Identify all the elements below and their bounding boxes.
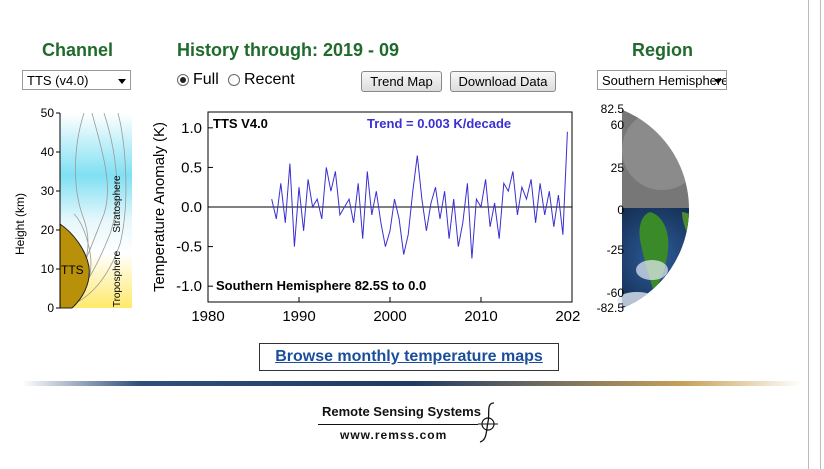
weighting-function-panel: 50 40 30 20 10 0 Height (km) TTS Stratosphere… — [14, 106, 132, 315]
y-axis-label: Temperature Anomaly (K) — [151, 122, 168, 292]
latitude-tick-label: -25 — [607, 243, 625, 257]
latitude-tick-label: 25 — [611, 161, 625, 175]
height-tick-label: 40 — [41, 145, 55, 159]
height-tick-label: 50 — [41, 106, 55, 120]
region-select[interactable]: Southern Hemisphere — [597, 70, 727, 90]
channel-select-value: TTS (v4.0) — [27, 73, 89, 88]
height-tick-label: 30 — [41, 184, 55, 198]
y-tick-label: 0.0 — [181, 199, 202, 216]
x-tick-label: 2000 — [373, 308, 406, 325]
stratosphere-label: Stratosphere — [112, 175, 123, 233]
latitude-tick-label: -60 — [607, 286, 625, 300]
height-tick-label: 20 — [41, 223, 55, 237]
chart-title: TTS V4.0 — [213, 116, 268, 131]
region-globe: 82.5 60 25 0 -25 -60-82.5 — [597, 102, 689, 312]
y-tick-label: -0.5 — [176, 239, 202, 256]
x-tick-label: 2010 — [464, 308, 497, 325]
channel-header: Channel — [42, 40, 114, 60]
radio-full[interactable]: Full — [177, 71, 219, 89]
radio-recent-indicator — [228, 74, 240, 86]
x-tick-label: 1980 — [191, 308, 224, 325]
height-axis-label: Height (km) — [14, 193, 27, 255]
radio-recent-label: Recent — [244, 71, 295, 88]
latitude-tick-label: 82.5 — [601, 102, 625, 116]
region-select-value: Southern Hemisphere — [602, 73, 727, 88]
y-tick-label: -1.0 — [176, 278, 202, 295]
anomaly-series-line — [271, 131, 568, 259]
trend-map-button[interactable]: Trend Map — [361, 71, 442, 92]
radio-recent[interactable]: Recent — [228, 71, 295, 89]
radio-full-label: Full — [193, 71, 219, 88]
region-header: Region — [632, 40, 693, 60]
latitude-tick-label: 60 — [611, 118, 625, 132]
trend-annotation: Trend = 0.003 K/decade — [367, 116, 511, 131]
remss-logo[interactable]: Remote Sensing Systems www.remss.com — [318, 402, 503, 450]
troposphere-label: Troposphere — [112, 250, 123, 307]
latitude-tick-label: -82.5 — [597, 301, 625, 312]
x-tick-label: 1990 — [282, 308, 315, 325]
download-data-button[interactable]: Download Data — [450, 71, 556, 92]
window-border — [808, 0, 809, 469]
temperature-anomaly-chart: 1980 1990 2000 2010 2020 1.0 0.5 0.0 -0.5 -1.0 T… — [151, 111, 580, 325]
y-tick-label: 0.5 — [181, 159, 202, 176]
chevron-down-icon — [118, 79, 126, 84]
channel-select[interactable]: TTS (v4.0) — [22, 70, 131, 90]
height-tick-label: 10 — [41, 262, 55, 276]
wave-function-icon — [478, 402, 498, 443]
radio-full-indicator — [177, 74, 189, 86]
window-border — [820, 0, 821, 469]
logo-rule — [318, 424, 478, 425]
chevron-down-icon — [714, 79, 722, 84]
height-tick-label: 0 — [47, 301, 54, 315]
tts-channel-label: TTS — [61, 263, 84, 277]
footer-divider — [22, 381, 802, 386]
x-tick-label: 2020 — [555, 308, 580, 325]
latitude-tick-label: 0 — [617, 203, 624, 217]
y-tick-label: 1.0 — [181, 120, 202, 137]
region-annotation: Southern Hemisphere 82.5S to 0.0 — [216, 278, 426, 293]
company-url: www.remss.com — [340, 428, 448, 442]
tts-weighting-curve — [59, 223, 90, 309]
browse-maps-link[interactable]: Browse monthly temperature maps — [259, 343, 559, 371]
history-header: History through: 2019 - 09 — [177, 40, 400, 60]
company-name: Remote Sensing Systems — [322, 404, 481, 419]
